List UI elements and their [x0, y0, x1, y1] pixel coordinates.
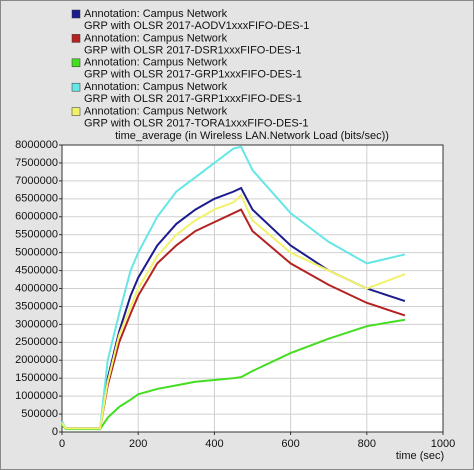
x-tick-label: 600 [281, 438, 299, 450]
legend-annotation: Annotation: Campus Network [84, 106, 228, 118]
x-tick-label: 400 [205, 438, 223, 450]
y-tick-label: 3500000 [15, 300, 58, 312]
y-tick-label: 5000000 [15, 247, 58, 259]
legend-annotation: Annotation: Campus Network [84, 8, 228, 20]
legend-label: GRP with OLSR 2017-GRP1xxxFIFO-DES-1 [84, 93, 302, 105]
y-tick-label: 6500000 [15, 193, 58, 205]
series-line [61, 145, 406, 430]
legend-swatch [71, 58, 81, 68]
y-tick-label: 2000000 [15, 354, 58, 366]
y-tick-label: 6000000 [15, 211, 58, 223]
y-tick-label: 3000000 [15, 318, 58, 330]
legend-label: GRP with OLSR 2017-GRP1xxxFIFO-DES-1 [84, 69, 302, 81]
legend-swatch [71, 82, 81, 92]
y-tick-label: 7500000 [15, 157, 58, 169]
y-tick-label: 2500000 [15, 336, 58, 348]
x-tick-label: 1000 [431, 438, 455, 450]
y-tick-label: 8000000 [15, 139, 58, 151]
legend-annotation: Annotation: Campus Network [84, 32, 228, 44]
y-tick-label: 4500000 [15, 264, 58, 276]
y-tick-label: 1500000 [15, 372, 58, 384]
y-tick-label: 7000000 [15, 175, 58, 187]
y-tick-label: 500000 [21, 408, 58, 420]
y-tick-label: 4000000 [15, 282, 58, 294]
legend-label: GRP with OLSR 2017-DSR1xxxFIFO-DES-1 [84, 44, 301, 56]
legend-swatch [71, 107, 81, 116]
y-tick-label: 1000000 [15, 390, 58, 402]
legend-swatch [71, 34, 81, 43]
x-tick-label: 800 [358, 438, 376, 450]
x-tick-label: 200 [129, 438, 147, 450]
y-tick-label: 0 [52, 426, 58, 438]
series-line [61, 318, 406, 431]
legend-label: GRP with OLSR 2017-AODV1xxxFIFO-DES-1 [84, 20, 309, 32]
legend-annotation: Annotation: Campus Network [84, 57, 228, 69]
plot-frame [61, 144, 444, 433]
legend-annotation: Annotation: Campus Network [84, 81, 228, 93]
legend-swatch [71, 9, 81, 19]
x-axis-label: time (sec) [396, 450, 444, 462]
legend-label: GRP with OLSR 2017-TORA1xxxFIFO-DES-1 [84, 118, 309, 130]
chart-title: time_average (in Wireless LAN.Network Lo… [115, 130, 389, 142]
y-tick-label: 5500000 [15, 229, 58, 241]
x-tick-label: 0 [59, 438, 65, 450]
series-line [61, 193, 406, 430]
